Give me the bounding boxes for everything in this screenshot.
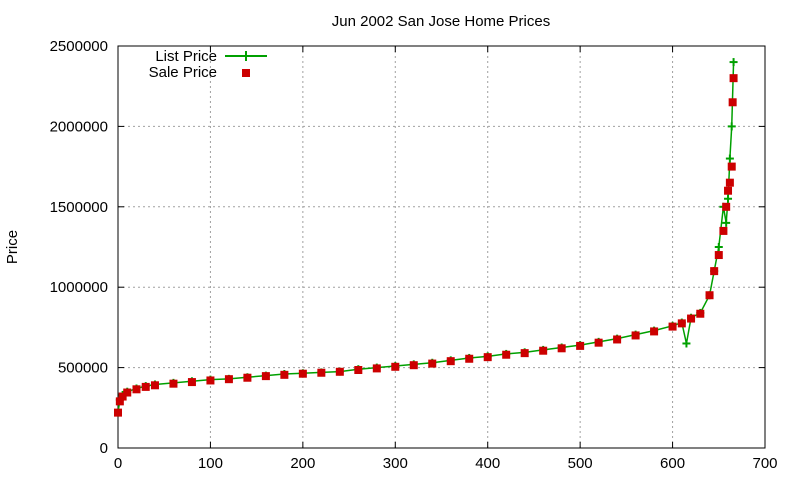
sale-price-point xyxy=(613,335,622,344)
x-tick-label: 300 xyxy=(383,455,408,472)
sale-price-point xyxy=(724,186,733,195)
sale-price-point xyxy=(631,331,640,340)
sale-price-point xyxy=(335,367,344,376)
plot-frame xyxy=(117,45,766,449)
sale-price-point xyxy=(714,251,723,260)
x-tick-label: 600 xyxy=(660,455,685,472)
sale-price-point xyxy=(650,327,659,336)
sale-price-point xyxy=(446,357,455,366)
sale-price-point xyxy=(298,369,307,378)
sale-price-point xyxy=(317,368,326,377)
sale-price-point xyxy=(169,379,178,388)
sale-price-point xyxy=(483,353,492,362)
sale-price-point xyxy=(710,267,719,276)
sale-price-point xyxy=(150,381,159,390)
y-tick-label: 500000 xyxy=(58,360,108,377)
sale-price-point xyxy=(668,322,677,331)
y-tick-label: 1000000 xyxy=(50,279,108,296)
y-axis-label: Price xyxy=(4,230,21,264)
sale-price-point xyxy=(719,226,728,235)
sale-price-point xyxy=(132,385,141,394)
list-price-point xyxy=(725,154,734,163)
list-price-point xyxy=(714,243,723,251)
sale-price-point xyxy=(687,314,696,323)
sale-price-point xyxy=(705,291,714,300)
list-price-point xyxy=(682,339,691,348)
list-price-point xyxy=(724,194,733,203)
y-tick-label: 2500000 xyxy=(50,38,108,55)
sale-price-point xyxy=(557,344,566,353)
y-tick-labels: 0 500000 1000000 1500000 2000000 2500000 xyxy=(50,38,108,457)
sale-price-point xyxy=(729,74,738,83)
x-tick-label: 200 xyxy=(290,455,315,472)
sale-price-point xyxy=(409,361,418,370)
sale-price-point xyxy=(115,397,124,406)
x-tick-labels: 0 100 200 300 400 500 600 700 xyxy=(114,455,778,472)
sale-price-point xyxy=(391,362,400,371)
sale-price-point xyxy=(539,346,548,355)
list-price-point xyxy=(729,58,738,67)
sale-price-point xyxy=(727,162,736,171)
sale-price-point xyxy=(224,375,233,384)
legend: List Price Sale Price xyxy=(149,48,267,81)
x-tick-label: 400 xyxy=(475,455,500,472)
chart-title: Jun 2002 San Jose Home Prices xyxy=(332,13,550,30)
sale-price-point xyxy=(502,350,511,359)
sale-price-point xyxy=(354,366,363,375)
sale-price-point xyxy=(520,349,529,358)
sale-price-point xyxy=(465,354,474,363)
legend-label-list-price: List Price xyxy=(155,48,217,65)
sale-price-point xyxy=(243,373,252,382)
y-tick-label: 2000000 xyxy=(50,118,108,135)
sale-price-point xyxy=(696,309,705,318)
sale-price-point xyxy=(728,98,737,107)
sale-price-point xyxy=(594,338,603,347)
x-tick-label: 500 xyxy=(568,455,593,472)
list-price-point xyxy=(722,218,731,227)
sale-price-point xyxy=(118,392,127,401)
sale-price-point xyxy=(187,378,196,387)
sale-price-point xyxy=(123,388,132,397)
legend-label-sale-price: Sale Price xyxy=(149,64,217,81)
sale-price-point xyxy=(576,341,585,350)
legend-marker-sale-price xyxy=(242,69,250,77)
sale-price-point xyxy=(428,359,437,368)
sale-price-point xyxy=(725,178,734,187)
list-price-point xyxy=(727,122,736,131)
x-tick-label: 0 xyxy=(114,455,122,472)
series-layer xyxy=(114,58,738,417)
x-tick-label: 700 xyxy=(752,455,777,472)
y-tick-label: 0 xyxy=(100,440,108,457)
sale-price-point xyxy=(206,376,215,385)
sale-price-point xyxy=(114,408,122,417)
y-tick-label: 1500000 xyxy=(50,199,108,216)
x-tick-label: 100 xyxy=(198,455,223,472)
grid-lines xyxy=(118,46,765,448)
sale-price-point xyxy=(261,372,270,381)
sale-price-point xyxy=(372,364,381,373)
sale-price-point xyxy=(722,202,731,211)
sale-price-point xyxy=(677,319,686,328)
sale-price-point xyxy=(280,370,289,379)
sale-price-point xyxy=(141,382,150,391)
axis-ticks xyxy=(117,45,766,449)
